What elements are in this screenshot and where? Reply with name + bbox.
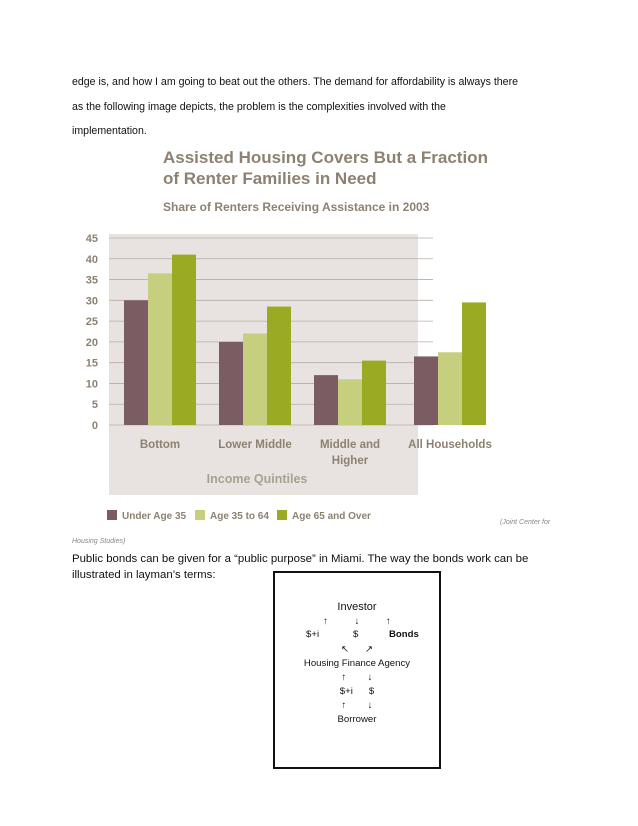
legend-swatch	[195, 510, 205, 520]
y-tick-label: 15	[86, 358, 98, 370]
text-line: as the following image depicts, the prob…	[72, 101, 446, 113]
x-axis-title: Income Quintiles	[207, 472, 308, 486]
borrower-label: Borrower	[337, 714, 377, 725]
investor-label: Investor	[337, 601, 377, 613]
text-line: edge is, and how I am going to beat out …	[72, 76, 518, 88]
y-tick-label: 10	[86, 378, 98, 390]
bar	[267, 306, 291, 425]
bar	[462, 302, 486, 425]
arrow-row: ↖ ↗	[340, 644, 374, 655]
legend-swatch	[277, 510, 287, 520]
flow-labels-row: $+i $ Bonds	[275, 629, 439, 643]
bar	[172, 254, 196, 425]
chart-subtitle: Share of Renters Receiving Assistance in…	[163, 200, 430, 214]
bar	[438, 352, 462, 425]
principal-interest-label: $+i	[306, 629, 320, 640]
text-line: Public bonds can be given for a “public …	[72, 553, 529, 565]
chart-title-line2: of Renter Families in Need	[163, 169, 377, 188]
legend-label: Age 65 and Over	[292, 511, 371, 522]
agency-label: Housing Finance Agency	[303, 658, 411, 669]
x-tick-label: Lower Middle	[218, 439, 291, 451]
x-tick-label: All Households	[408, 439, 492, 451]
y-tick-label: 35	[86, 275, 98, 287]
legend-label: Age 35 to 64	[210, 511, 269, 522]
chart-title-line1: Assisted Housing Covers But a Fraction	[163, 148, 488, 167]
y-tick-label: 0	[92, 420, 98, 432]
y-tick-label: 30	[86, 295, 98, 307]
money-label: $	[353, 629, 359, 640]
bar	[414, 356, 438, 425]
arrow-row: ↑ ↓	[341, 700, 373, 711]
y-tick-label: 40	[86, 254, 98, 266]
x-tick-label: Bottom	[140, 439, 180, 451]
bar	[362, 360, 386, 425]
bond-flow-diagram: Investor ↑ ↓ ↑ $+i $ Bonds ↖ ↗ Housing F…	[273, 571, 441, 769]
caption-source-part1: (Joint Center for	[500, 519, 551, 526]
arrow-row: ↑ ↓	[341, 672, 373, 683]
arrow-row: ↑ ↓ ↑	[323, 616, 391, 627]
bar	[219, 341, 243, 425]
caption-source-part2: Housing Studies)	[72, 538, 126, 545]
bonds-label: Bonds	[389, 629, 419, 640]
text-line: illustrated in layman’s terms:	[72, 569, 216, 581]
y-tick-label: 25	[86, 316, 98, 328]
y-tick-label: 20	[86, 337, 98, 349]
bar	[314, 375, 338, 425]
flow-labels-row: $+i $	[339, 686, 375, 697]
legend-swatch	[107, 510, 117, 520]
bar-chart: 0 5 10 15 20 25 30 35 40 45 Bottom Lower Middle Midd…	[86, 233, 492, 522]
legend-label: Under Age 35	[122, 511, 187, 522]
bar	[148, 273, 172, 425]
y-tick-label: 45	[86, 233, 98, 245]
y-tick-label: 5	[92, 399, 98, 411]
bar	[124, 300, 148, 425]
x-tick-label: Higher	[332, 455, 369, 467]
bar	[243, 333, 267, 425]
bar	[338, 379, 362, 425]
text-line: implementation.	[72, 125, 147, 137]
x-tick-label: Middle and	[320, 439, 380, 451]
